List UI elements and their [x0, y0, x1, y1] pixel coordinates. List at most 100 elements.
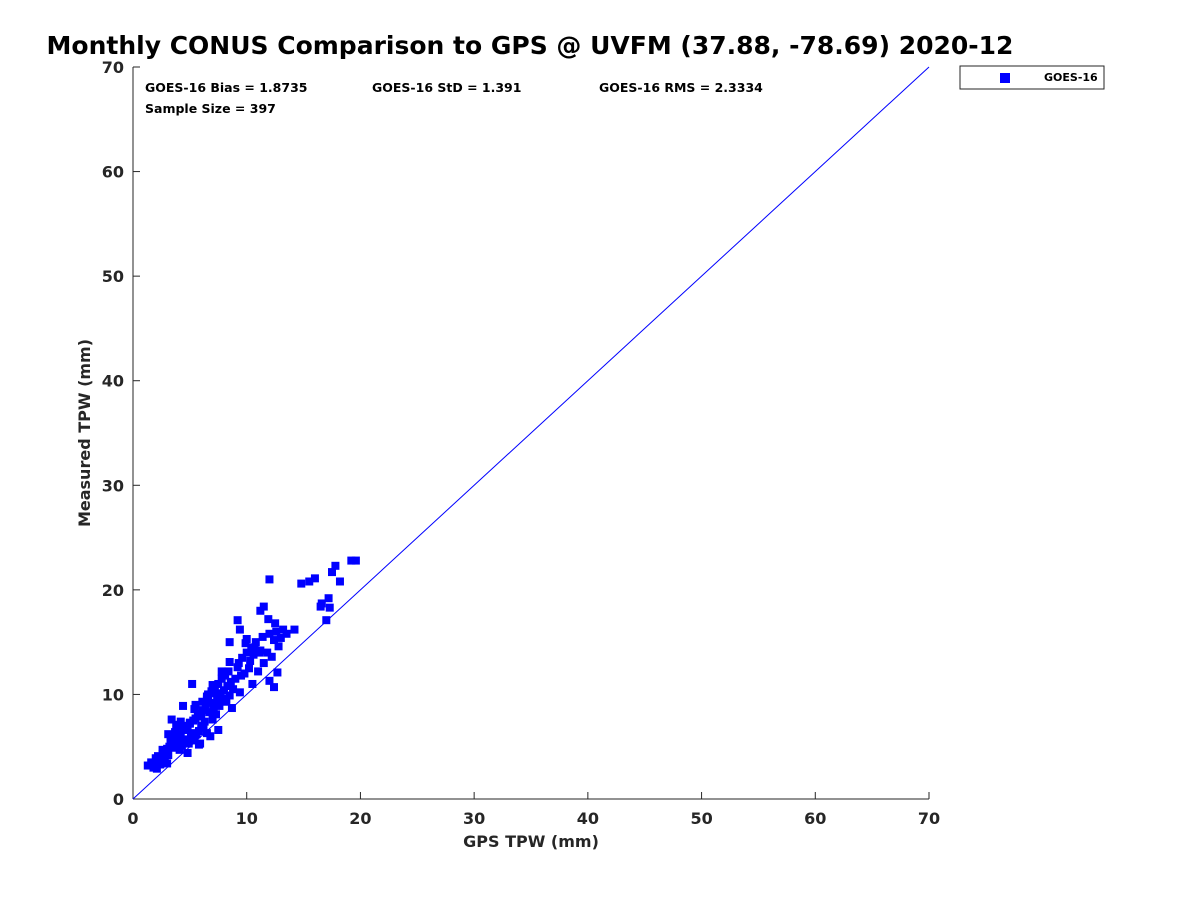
data-point — [248, 679, 257, 688]
data-point — [219, 686, 228, 695]
data-point — [182, 735, 191, 744]
data-point — [222, 695, 231, 704]
data-point — [181, 724, 190, 733]
data-point — [185, 718, 194, 727]
data-point — [276, 633, 285, 642]
data-point — [152, 764, 161, 773]
data-point — [265, 629, 274, 638]
data-point — [258, 632, 267, 641]
data-point — [174, 731, 183, 740]
data-point — [251, 638, 260, 647]
data-point — [256, 606, 265, 615]
data-point — [328, 568, 336, 577]
data-point — [206, 732, 215, 741]
data-point — [249, 650, 258, 659]
data-point — [164, 751, 173, 760]
data-point — [214, 679, 223, 688]
data-point — [225, 658, 234, 667]
data-point — [265, 575, 274, 584]
y-tick-label: 60 — [102, 163, 124, 182]
x-tick-label: 30 — [463, 809, 485, 828]
data-point — [305, 577, 314, 586]
data-point — [190, 705, 199, 714]
data-point — [317, 599, 326, 608]
data-point — [235, 625, 244, 634]
data-point — [158, 745, 167, 754]
data-point — [235, 688, 244, 697]
y-axis-label: Measured TPW (mm) — [75, 339, 94, 527]
data-point — [331, 561, 340, 570]
y-tick-label: 20 — [102, 581, 124, 600]
data-point — [242, 635, 251, 644]
data-point — [176, 717, 185, 726]
data-point — [250, 644, 259, 653]
data-point — [241, 639, 250, 648]
data-point — [282, 629, 291, 638]
legend-box — [959, 65, 1105, 90]
stat-std: GOES-16 StD = 1.391 — [372, 80, 521, 95]
data-point — [225, 691, 234, 700]
data-point — [151, 754, 160, 763]
data-point — [196, 739, 205, 748]
data-point — [290, 625, 299, 634]
data-point — [234, 659, 243, 668]
data-point — [156, 760, 165, 769]
data-point — [271, 619, 280, 628]
reference-line-1to1 — [132, 66, 930, 800]
y-tick-label: 50 — [102, 267, 124, 286]
data-point — [270, 683, 279, 692]
data-point — [347, 556, 356, 565]
plot-area — [132, 67, 929, 800]
data-point — [279, 625, 288, 634]
data-point — [147, 758, 156, 767]
data-point — [263, 648, 272, 657]
x-tick-label: 70 — [918, 809, 940, 828]
data-point — [226, 677, 235, 686]
data-point — [179, 701, 188, 710]
data-point — [201, 702, 210, 711]
data-point — [198, 697, 207, 706]
x-tick-label: 50 — [690, 809, 712, 828]
data-point — [217, 667, 226, 676]
data-point — [175, 745, 184, 754]
data-point — [183, 748, 192, 757]
data-point — [265, 676, 274, 685]
x-tick-label: 40 — [577, 809, 599, 828]
stat-sample-size: Sample Size = 397 — [145, 101, 276, 116]
data-point — [240, 669, 249, 678]
data-point — [214, 725, 223, 734]
data-point — [164, 730, 173, 739]
data-point — [212, 710, 221, 719]
x-tick-label: 20 — [349, 809, 371, 828]
data-point — [173, 737, 182, 746]
x-ticks: 0 10 20 30 40 50 60 70 — [127, 792, 940, 828]
stat-bias: GOES-16 Bias = 1.8735 — [145, 80, 307, 95]
data-point — [324, 594, 333, 603]
legend: GOES-16 — [959, 65, 1105, 90]
data-point — [335, 577, 344, 586]
data-point — [221, 671, 230, 680]
data-point — [272, 627, 281, 636]
data-point — [259, 602, 268, 611]
x-axis-label: GPS TPW (mm) — [463, 832, 599, 851]
data-point — [223, 682, 232, 691]
data-point — [215, 701, 224, 710]
data-point — [233, 663, 242, 672]
data-point — [197, 712, 206, 721]
x-tick-label: 0 — [127, 809, 138, 828]
data-point — [186, 729, 195, 738]
y-tick-label: 30 — [102, 476, 124, 495]
data-points — [143, 556, 360, 773]
data-point — [205, 708, 214, 717]
data-point — [267, 652, 276, 661]
data-point — [225, 638, 234, 647]
data-point — [242, 648, 251, 657]
y-tick-label: 70 — [102, 58, 124, 77]
data-point — [208, 681, 217, 690]
data-point — [246, 656, 255, 665]
data-point — [274, 642, 283, 651]
data-point — [188, 679, 197, 688]
data-point — [204, 694, 213, 703]
y-tick-label: 10 — [102, 685, 124, 704]
